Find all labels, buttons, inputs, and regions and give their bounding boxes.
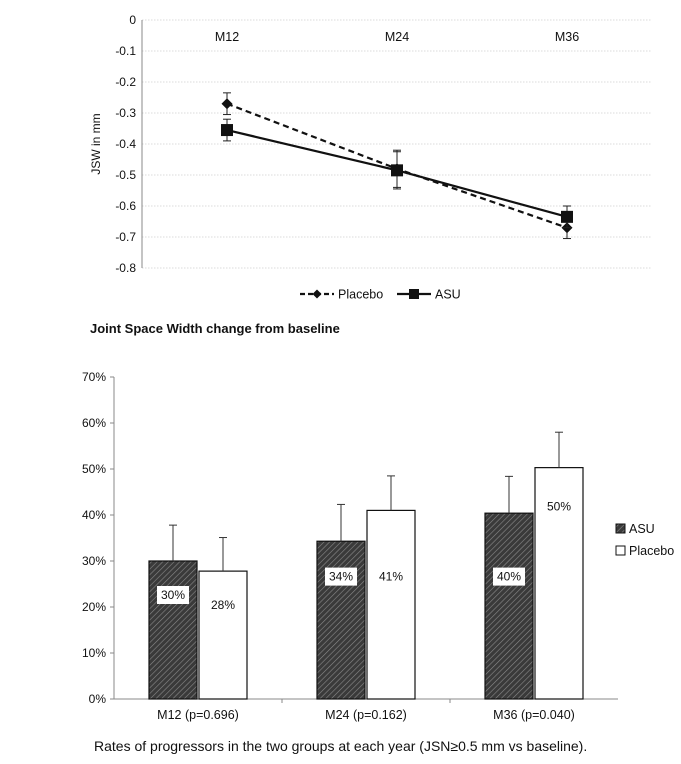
y-tick-label: 0 [129,13,136,27]
bar-asu [484,512,534,700]
legend-swatch-asu [615,523,626,534]
bar-asu [316,540,366,700]
y-tick-label: -0.7 [115,230,136,244]
data-point-asu [561,210,573,223]
bar-placebo [198,570,248,700]
legend-label-asu: ASU [629,522,655,536]
data-label-placebo: 41% [379,570,403,584]
bar-asu [148,560,198,700]
x-category-label: M24 (p=0.162) [325,708,407,722]
y-tick-label: 60% [82,416,106,430]
y-tick-label: 50% [82,462,106,476]
data-label-placebo: 28% [211,598,235,612]
y-tick-label: -0.6 [115,199,136,213]
y-tick-label: -0.8 [115,261,136,275]
y-tick-label: -0.2 [115,75,136,89]
y-tick-label: 30% [82,554,106,568]
x-category-label: M36 (p=0.040) [493,708,575,722]
y-axis-label: JSW in mm [89,113,103,174]
data-label-asu: 30% [161,588,185,602]
legend-marker-asu [409,289,419,299]
data-label-asu: 34% [329,570,353,584]
y-tick-label: 70% [82,370,106,384]
y-tick-label: 20% [82,600,106,614]
bar-placebo [534,467,584,700]
data-label-bg [325,567,357,586]
y-tick-label: -0.3 [115,106,136,120]
y-tick-label: 0% [89,692,107,706]
y-tick-label: 10% [82,646,106,660]
legend-label-asu: ASU [435,288,461,302]
line-chart: 0 -0.1 -0.2 -0.3 -0.4 -0.5 -0.6 -0.7 -0.8 JSW in … [89,13,652,302]
data-point-asu [221,124,233,137]
bar-placebo [366,509,416,700]
data-label-placebo: 50% [547,500,571,514]
legend-marker-placebo [312,289,322,299]
line-chart-caption: Joint Space Width change from baseline [90,321,340,336]
x-category-label: M36 [555,30,579,44]
legend-label-placebo: Placebo [629,544,674,558]
data-label-bg [493,567,525,586]
y-tick-label: -0.4 [115,137,136,151]
data-label-asu: 40% [497,570,521,584]
x-category-label: M12 (p=0.696) [157,708,239,722]
bar-chart-caption: Rates of progressors in the two groups a… [94,738,587,754]
y-tick-label: -0.5 [115,168,136,182]
y-tick-label: 40% [82,508,106,522]
data-point-asu [391,164,403,177]
data-point-placebo [221,98,233,110]
x-category-label: M12 [215,30,239,44]
legend-swatch-placebo [615,545,626,556]
data-label-bg [157,586,189,604]
y-tick-label: -0.1 [115,44,136,58]
x-category-label: M24 [385,30,409,44]
legend-label-placebo: Placebo [338,288,383,302]
bar-chart: 0% 10% 20% 30% 40% 50% 60% 70% M12 (p=0.696) 30% 2… [82,370,674,722]
